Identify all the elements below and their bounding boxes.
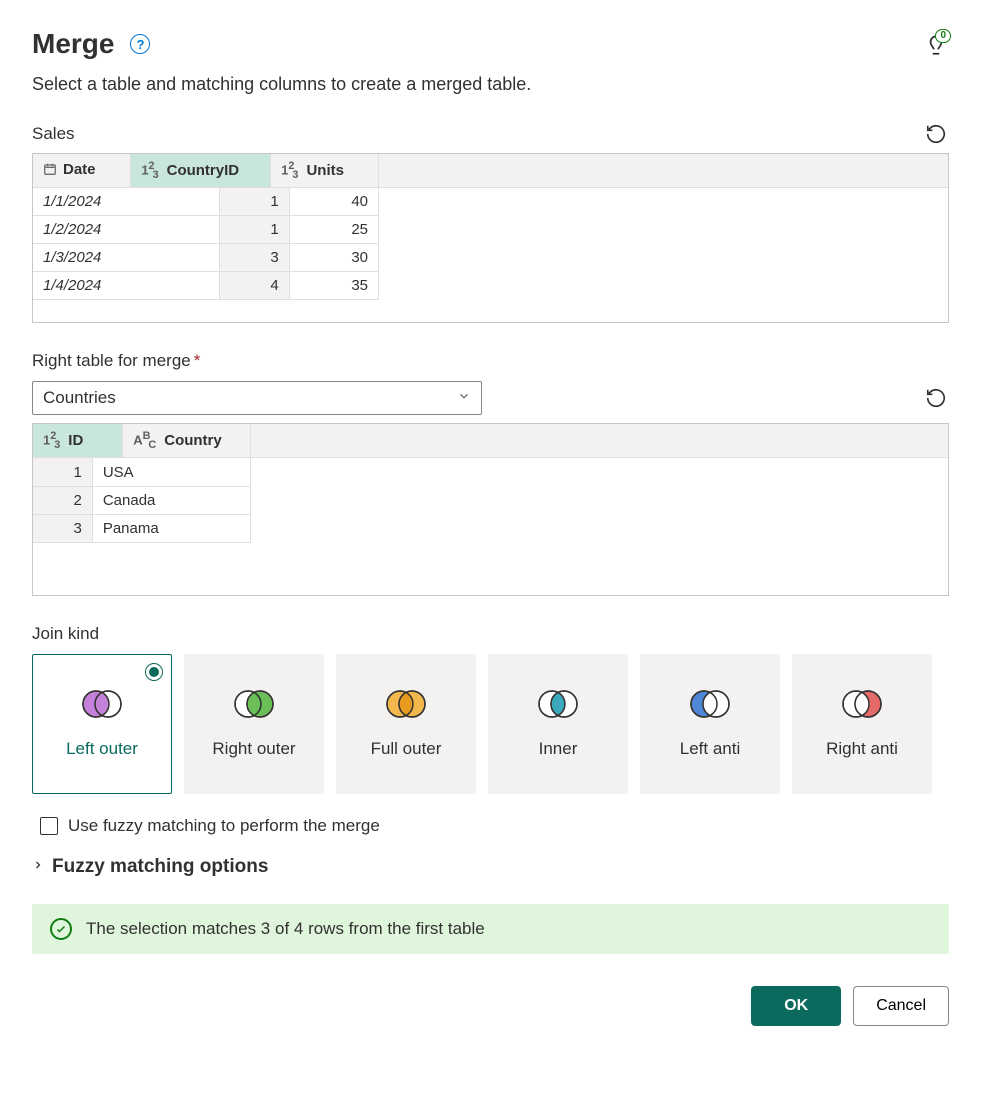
refresh-icon[interactable]: [923, 121, 949, 147]
match-banner-text: The selection matches 3 of 4 rows from t…: [86, 919, 485, 939]
table-row[interactable]: 3Panama: [33, 514, 251, 542]
column-header[interactable]: ABCCountry: [123, 424, 251, 457]
join-card-label: Left anti: [680, 739, 741, 759]
join-card-label: Left outer: [66, 739, 138, 759]
table2-grid[interactable]: 123IDABCCountry 1USA2Canada3Panama: [32, 423, 949, 595]
join-card-label: Right outer: [212, 739, 295, 759]
cell[interactable]: 30: [289, 244, 378, 272]
fuzzy-options-expander[interactable]: Fuzzy matching options: [32, 856, 949, 878]
cell[interactable]: 35: [289, 272, 378, 300]
column-header[interactable]: 123ID: [33, 424, 123, 457]
right-table-label: Right table for merge*: [32, 351, 949, 371]
cell[interactable]: 1: [33, 458, 92, 486]
column-header[interactable]: 123CountryID: [131, 154, 271, 187]
refresh-icon[interactable]: [923, 385, 949, 411]
table-row[interactable]: 1/1/2024140: [33, 188, 379, 216]
cell[interactable]: 3: [33, 514, 92, 542]
dialog-subtitle: Select a table and matching columns to c…: [32, 74, 949, 95]
venn-icon: [382, 688, 430, 725]
cell[interactable]: Canada: [92, 486, 250, 514]
cell[interactable]: Panama: [92, 514, 250, 542]
cell[interactable]: 1/4/2024: [33, 272, 220, 300]
table-row[interactable]: 1/2/2024125: [33, 216, 379, 244]
venn-icon: [534, 688, 582, 725]
cancel-button[interactable]: Cancel: [853, 986, 949, 1026]
cell[interactable]: 25: [289, 216, 378, 244]
dialog-title: Merge: [32, 28, 114, 60]
join-card-label: Inner: [539, 739, 578, 759]
table1-label-row: Sales: [32, 121, 949, 147]
join-kind-label: Join kind: [32, 624, 949, 644]
cell[interactable]: USA: [92, 458, 250, 486]
table-row[interactable]: 1/3/2024330: [33, 244, 379, 272]
right-table-select-value: Countries: [43, 388, 116, 408]
title-group: Merge ?: [32, 28, 150, 60]
fuzzy-checkbox[interactable]: [40, 817, 58, 835]
check-circle-icon: [50, 918, 72, 940]
table-row[interactable]: 1/4/2024435: [33, 272, 379, 300]
cell[interactable]: 40: [289, 188, 378, 216]
fuzzy-options-label: Fuzzy matching options: [52, 856, 268, 878]
chevron-down-icon: [457, 388, 471, 408]
ok-button[interactable]: OK: [751, 986, 841, 1026]
cell[interactable]: 1: [220, 216, 289, 244]
cell[interactable]: 1/2/2024: [33, 216, 220, 244]
table1-label: Sales: [32, 124, 75, 144]
table-row[interactable]: 2Canada: [33, 486, 251, 514]
merge-dialog: Merge ? 0 Select a table and matching co…: [0, 0, 981, 1054]
help-icon[interactable]: ?: [130, 34, 150, 54]
join-card-left-anti[interactable]: Left anti: [640, 654, 780, 794]
cell[interactable]: 4: [220, 272, 289, 300]
right-table-select[interactable]: Countries: [32, 381, 482, 415]
fuzzy-checkbox-row[interactable]: Use fuzzy matching to perform the merge: [40, 816, 949, 836]
join-card-right-anti[interactable]: Right anti: [792, 654, 932, 794]
join-kind-group: Left outer Right outer Full outer Inner: [32, 654, 949, 794]
radio-selected-icon: [145, 663, 163, 681]
fuzzy-checkbox-label: Use fuzzy matching to perform the merge: [68, 816, 380, 836]
hint-badge: 0: [935, 29, 951, 43]
venn-icon: [78, 688, 126, 725]
cell[interactable]: 1: [220, 188, 289, 216]
join-card-full-outer[interactable]: Full outer: [336, 654, 476, 794]
join-card-left-outer[interactable]: Left outer: [32, 654, 172, 794]
dialog-footer: OK Cancel: [32, 986, 949, 1026]
table1-grid[interactable]: Date123CountryID123Units 1/1/20241401/2/…: [32, 153, 949, 323]
cell[interactable]: 1/1/2024: [33, 188, 220, 216]
join-card-inner[interactable]: Inner: [488, 654, 628, 794]
table-row[interactable]: 1USA: [33, 458, 251, 486]
cell[interactable]: 2: [33, 486, 92, 514]
column-header[interactable]: Date: [33, 154, 131, 187]
column-header[interactable]: 123Units: [271, 154, 379, 187]
cell[interactable]: 3: [220, 244, 289, 272]
venn-icon: [230, 688, 278, 725]
chevron-right-icon: [32, 858, 44, 876]
match-banner: The selection matches 3 of 4 rows from t…: [32, 904, 949, 954]
join-card-right-outer[interactable]: Right outer: [184, 654, 324, 794]
venn-icon: [838, 688, 886, 725]
lightbulb-icon[interactable]: 0: [923, 31, 949, 57]
cell[interactable]: 1/3/2024: [33, 244, 220, 272]
join-card-label: Full outer: [371, 739, 442, 759]
join-card-label: Right anti: [826, 739, 898, 759]
header: Merge ? 0: [32, 28, 949, 60]
venn-icon: [686, 688, 734, 725]
